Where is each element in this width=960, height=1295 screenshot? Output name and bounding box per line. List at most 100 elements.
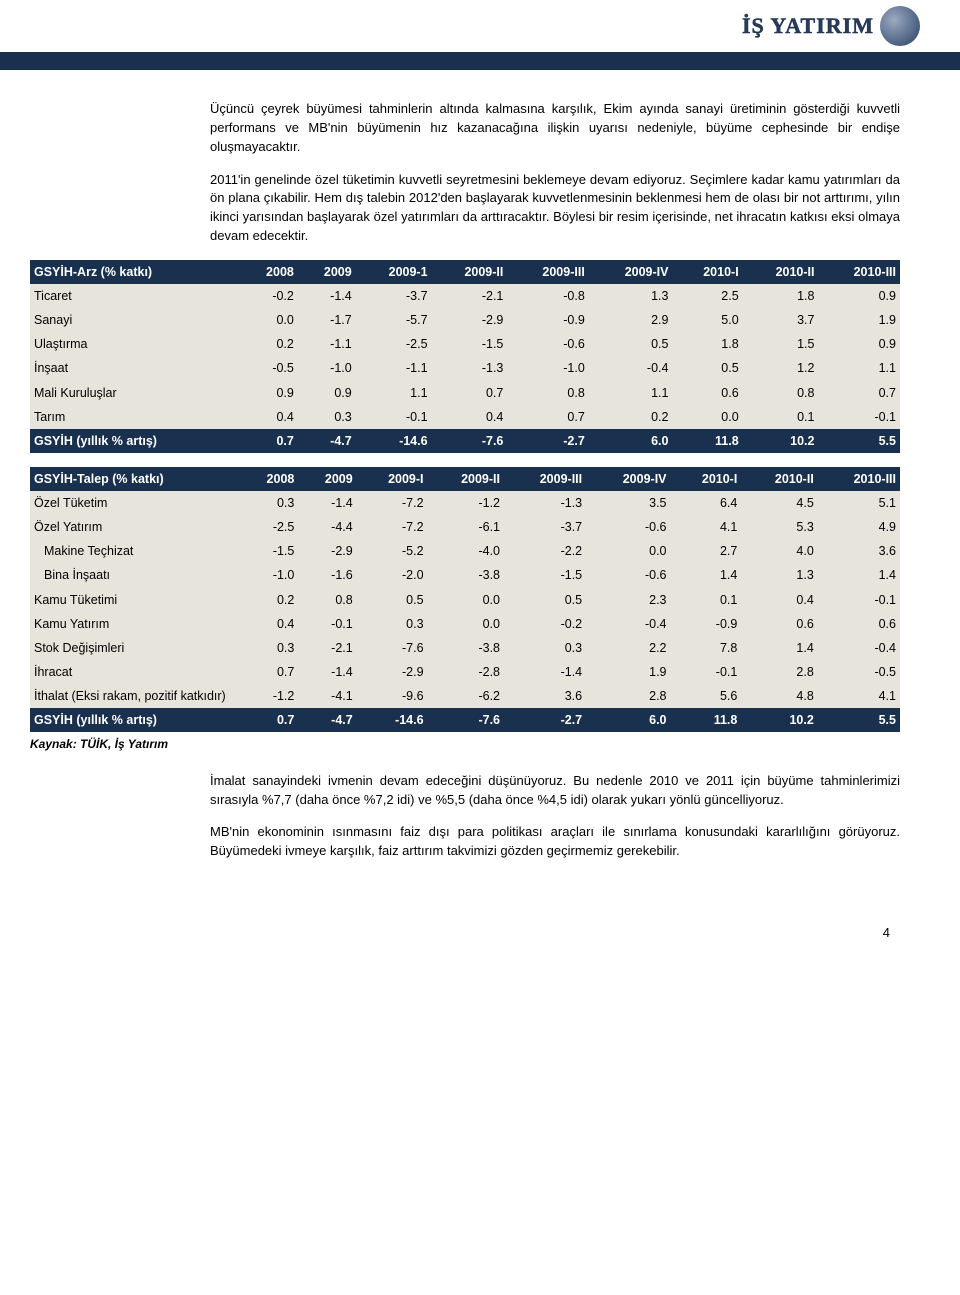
total-value: 6.0 [586,708,670,732]
table-title: GSYİH-Arz (% katkı) [30,260,240,284]
header-stripe [0,52,960,70]
total-value: 11.8 [672,429,742,453]
cell-value: -0.6 [586,563,670,587]
cell-value: 1.9 [819,308,901,332]
talep-table: GSYİH-Talep (% katkı)200820092009-I2009-… [30,467,900,732]
cell-value: -1.3 [432,356,508,380]
col-header: 2009-I [357,467,428,491]
cell-value: 0.4 [240,405,298,429]
cell-value: 3.5 [586,491,670,515]
cell-value: -0.1 [818,588,900,612]
cell-value: 1.1 [819,356,901,380]
total-value: -7.6 [432,429,508,453]
paragraph-2: 2011'in genelinde özel tüketimin kuvvetl… [210,171,900,246]
row-label: İnşaat [30,356,240,380]
cell-value: -9.6 [357,684,428,708]
row-label: İhracat [30,660,240,684]
total-value: 6.0 [589,429,673,453]
cell-value: 2.8 [586,684,670,708]
cell-value: -0.1 [819,405,901,429]
table-row: Ulaştırma0.2-1.1-2.5-1.5-0.60.51.81.50.9 [30,332,900,356]
cell-value: -2.5 [356,332,432,356]
cell-value: 0.7 [507,405,588,429]
col-header: 2009-III [504,467,586,491]
page-number: 4 [0,905,960,960]
cell-value: 6.4 [671,491,742,515]
total-value: 0.7 [240,429,298,453]
col-header: 2009-1 [356,260,432,284]
cell-value: -1.4 [298,660,356,684]
cell-value: 1.4 [741,636,817,660]
cell-value: -0.5 [818,660,900,684]
cell-value: 0.9 [819,332,901,356]
cell-value: 0.5 [357,588,428,612]
cell-value: 0.2 [589,405,673,429]
col-header: 2010-I [671,467,742,491]
cell-value: 0.0 [428,588,504,612]
cell-value: 2.5 [672,284,742,308]
cell-value: 1.5 [743,332,819,356]
cell-value: 1.9 [586,660,670,684]
cell-value: -3.8 [428,563,504,587]
cell-value: 2.3 [586,588,670,612]
cell-value: 4.1 [818,684,900,708]
cell-value: -1.2 [240,684,298,708]
row-label: Bina İnşaatı [30,563,240,587]
cell-value: 1.2 [743,356,819,380]
cell-value: 0.3 [504,636,586,660]
cell-value: -1.4 [298,491,356,515]
total-value: -2.7 [507,429,588,453]
col-header: 2009-II [432,260,508,284]
cell-value: 0.8 [298,588,356,612]
cell-value: -0.1 [671,660,742,684]
cell-value: -0.4 [589,356,673,380]
cell-value: 0.7 [819,381,901,405]
total-value: 10.2 [741,708,817,732]
total-value: 5.5 [819,429,901,453]
cell-value: 0.1 [743,405,819,429]
cell-value: -0.5 [240,356,298,380]
cell-value: -2.8 [428,660,504,684]
cell-value: -2.5 [240,515,298,539]
cell-value: -1.1 [356,356,432,380]
cell-value: 2.8 [741,660,817,684]
cell-value: 0.0 [586,539,670,563]
cell-value: 1.8 [743,284,819,308]
cell-value: 0.4 [741,588,817,612]
row-label: Kamu Tüketimi [30,588,240,612]
cell-value: -7.2 [357,491,428,515]
row-label: Kamu Yatırım [30,612,240,636]
col-header: 2008 [240,260,298,284]
cell-value: -1.5 [432,332,508,356]
cell-value: 2.7 [671,539,742,563]
cell-value: -0.4 [818,636,900,660]
cell-value: -2.2 [504,539,586,563]
cell-value: -0.1 [298,612,356,636]
row-label: İthalat (Eksi rakam, pozitif katkıdır) [30,684,240,708]
cell-value: -1.1 [298,332,356,356]
col-header: 2009-IV [586,467,670,491]
paragraph-1: Üçüncü çeyrek büyümesi tahminlerin altın… [210,100,900,157]
table-row: İnşaat-0.5-1.0-1.1-1.3-1.0-0.40.51.21.1 [30,356,900,380]
cell-value: -6.2 [428,684,504,708]
col-header: 2009-II [428,467,504,491]
total-label: GSYİH (yıllık % artış) [30,708,240,732]
cell-value: -5.7 [356,308,432,332]
cell-value: -1.3 [504,491,586,515]
cell-value: 0.7 [432,381,508,405]
col-header: 2008 [240,467,298,491]
cell-value: -7.6 [357,636,428,660]
cell-value: -7.2 [357,515,428,539]
cell-value: -1.2 [428,491,504,515]
cell-value: -3.7 [356,284,432,308]
total-value: 11.8 [671,708,742,732]
table-row: Mali Kuruluşlar0.90.91.10.70.81.10.60.80… [30,381,900,405]
row-label: Özel Tüketim [30,491,240,515]
cell-value: -0.6 [586,515,670,539]
cell-value: 5.3 [741,515,817,539]
cell-value: -1.7 [298,308,356,332]
cell-value: 0.3 [298,405,356,429]
cell-value: 4.0 [741,539,817,563]
cell-value: -2.9 [357,660,428,684]
col-header: 2010-III [819,260,901,284]
